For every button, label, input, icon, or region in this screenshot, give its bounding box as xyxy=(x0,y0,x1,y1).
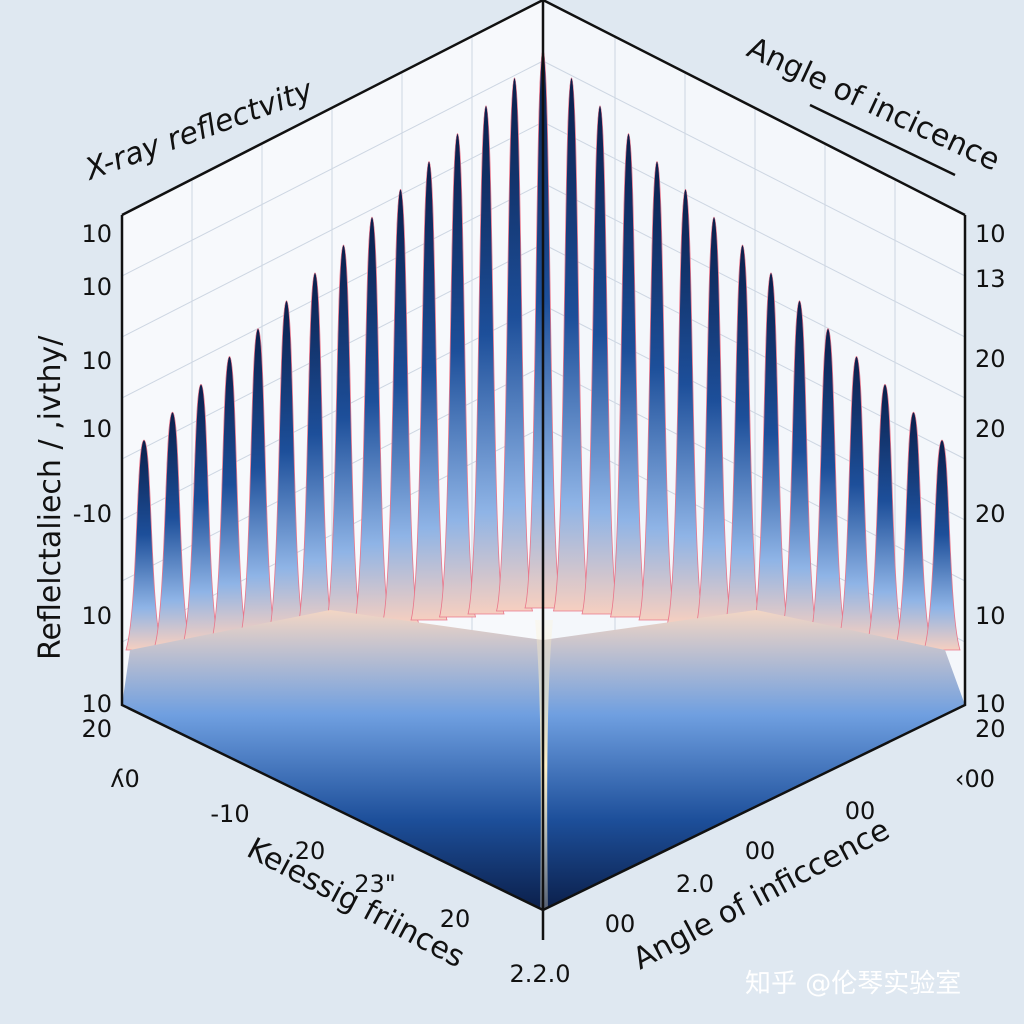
spike xyxy=(894,411,933,648)
spike xyxy=(552,77,591,612)
spike xyxy=(752,272,790,633)
bottom-right-tick-label: 00 xyxy=(605,910,636,938)
bottom-left-tick-label: -10 xyxy=(210,800,249,828)
left-tick-label: 20 xyxy=(81,715,112,743)
bottom-left-tick-label: 23" xyxy=(354,870,396,898)
bottom-left-tick-label: ʎ0 xyxy=(110,765,139,793)
spike xyxy=(809,328,847,639)
spike xyxy=(381,188,420,624)
spike xyxy=(609,133,648,618)
spike xyxy=(296,272,334,633)
spike xyxy=(239,328,277,639)
right-tick-label: 10 xyxy=(975,602,1006,630)
spike xyxy=(837,356,876,642)
left-tick-label: 10 xyxy=(81,347,112,375)
spike xyxy=(438,133,477,618)
bottom-left-tick-label: 20 xyxy=(440,905,471,933)
left-tick-label: -10 xyxy=(73,500,112,528)
spike xyxy=(324,244,363,630)
spike xyxy=(410,161,448,621)
bottom-right-tick-label: ‹00 xyxy=(955,765,995,793)
watermark: 知乎 @伦琴实验室 xyxy=(745,969,961,999)
spike xyxy=(723,244,762,630)
left-tick-label: 10 xyxy=(81,220,112,248)
spike xyxy=(182,383,220,645)
spike xyxy=(210,356,249,642)
spike xyxy=(153,411,192,648)
left-tick-label: 10 xyxy=(81,273,112,301)
spike xyxy=(467,105,505,615)
spike xyxy=(125,439,163,651)
right-tick-label: 10 xyxy=(975,220,1006,248)
spike xyxy=(866,383,904,645)
spike xyxy=(581,105,619,615)
spike xyxy=(495,77,534,612)
bottom-right-tick-label: 00 xyxy=(745,837,776,865)
spike xyxy=(638,161,676,621)
axes xyxy=(120,0,967,940)
right-tick-label: 20 xyxy=(975,500,1006,528)
right-tick-label: 20 xyxy=(975,345,1006,373)
left-axis-label: Reflelctaliech / ,ivthy/ xyxy=(33,335,68,660)
right-tick-label: 13 xyxy=(975,265,1006,293)
spike xyxy=(923,439,961,651)
left-tick-label: 10 xyxy=(81,602,112,630)
right-tick-label: 10 xyxy=(975,690,1006,718)
reflectivity-surface xyxy=(125,49,961,651)
spike xyxy=(780,300,819,636)
bottom-left-tick-label: 2.2.0 xyxy=(509,960,570,988)
left-tick-label: 10 xyxy=(81,690,112,718)
spike xyxy=(666,188,705,624)
spike xyxy=(695,216,733,627)
right-tick-label: 20 xyxy=(975,715,1006,743)
right-tick-label: 20 xyxy=(975,415,1006,443)
spike xyxy=(267,300,306,636)
spike xyxy=(353,216,391,627)
bottom-right-tick-label: 2.0 xyxy=(676,870,714,898)
bottom-left-tick-label: 20 xyxy=(295,837,326,865)
bottom-right-tick-label: 00 xyxy=(845,797,876,825)
left-tick-label: 10 xyxy=(81,415,112,443)
